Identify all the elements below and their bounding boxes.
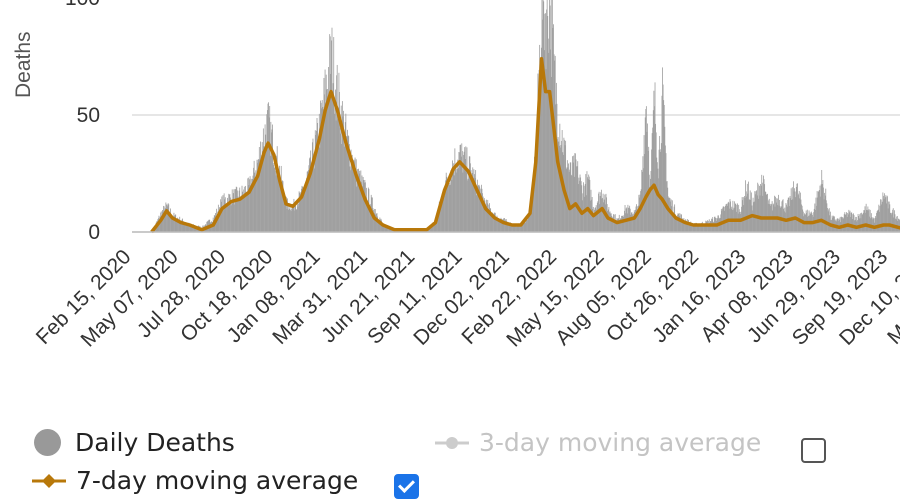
legend-seven-day[interactable]: 7-day moving average xyxy=(32,466,358,495)
circle-icon xyxy=(34,429,61,456)
y-tick-label: 0 xyxy=(88,221,100,244)
three-day-checkbox[interactable] xyxy=(801,438,826,463)
legend-three-day[interactable]: 3-day moving average xyxy=(435,428,761,457)
y-tick-label: 50 xyxy=(77,104,100,127)
y-axis-label: Deaths xyxy=(12,31,35,98)
legend-daily-deaths[interactable]: Daily Deaths xyxy=(34,428,235,457)
line-marker-icon xyxy=(435,435,469,451)
seven-day-checkbox[interactable] xyxy=(394,474,419,499)
diamond-marker-icon xyxy=(32,473,66,489)
legend-three-day-label: 3-day moving average xyxy=(479,428,761,457)
y-tick-label: 100 xyxy=(65,0,100,10)
daily-deaths-bars xyxy=(152,0,900,232)
legend-daily-deaths-label: Daily Deaths xyxy=(75,428,235,457)
legend-seven-day-label: 7-day moving average xyxy=(76,466,358,495)
